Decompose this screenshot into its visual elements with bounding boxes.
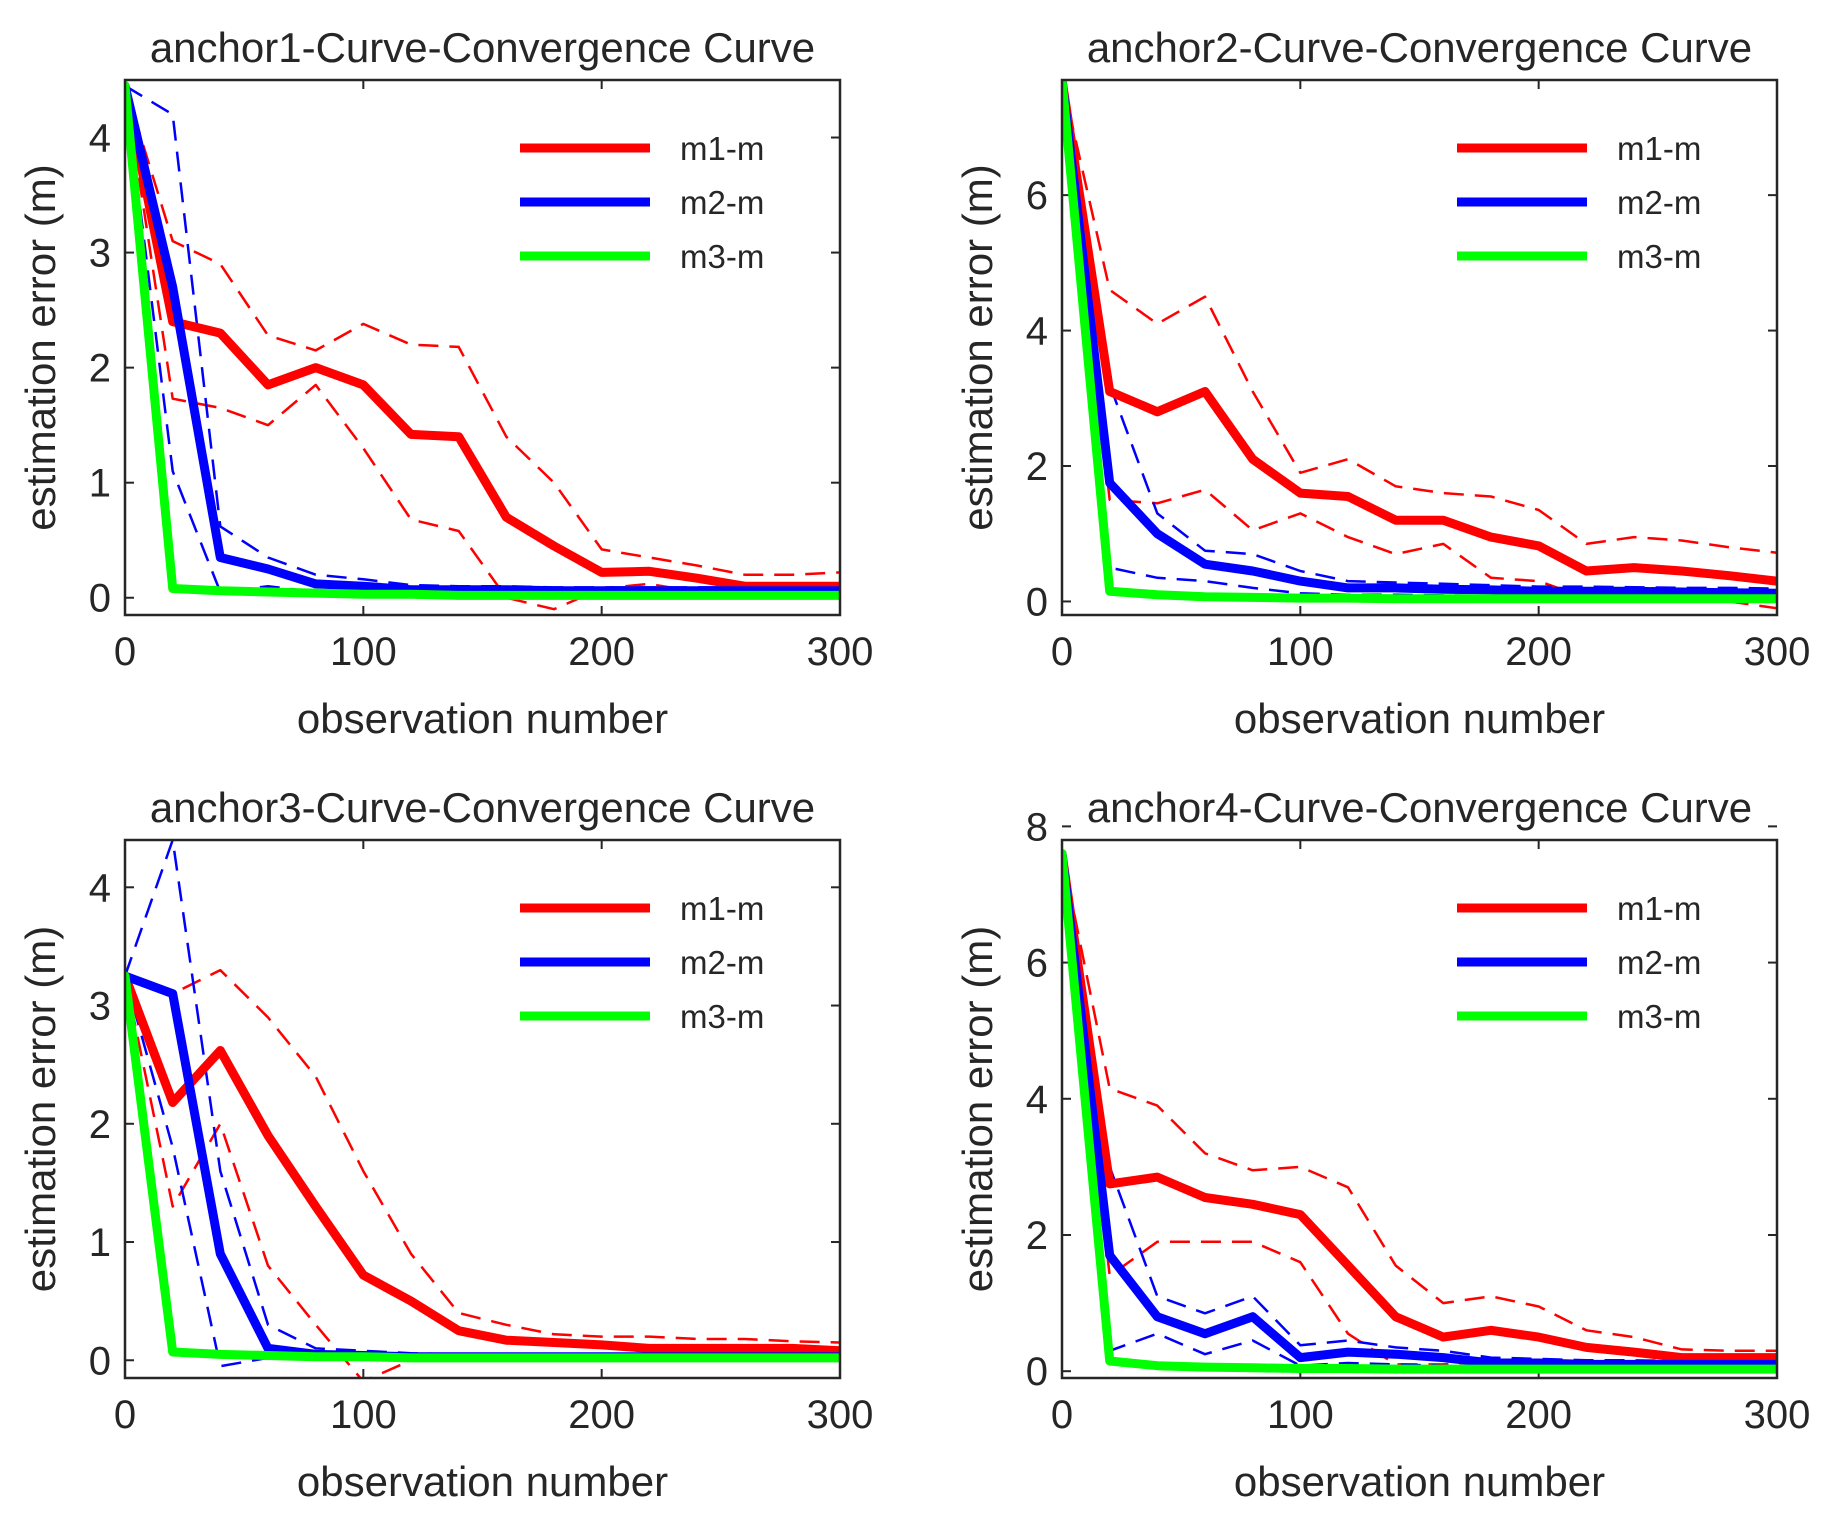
series-m2-m-line [1062,80,1777,598]
x-tick-label: 200 [568,630,635,674]
y-tick-label: 2 [89,347,111,391]
chart-title: anchor1-Curve-Convergence Curve [150,24,815,71]
y-tick-label: 1 [89,462,111,506]
y-tick-label: 2 [89,1103,111,1147]
chart-title: anchor4-Curve-Convergence Curve [1087,784,1752,831]
series-m1-m-upper-bound [1062,80,1777,554]
axes-frame [123,838,842,1380]
series-m1-m-line [1062,80,1777,586]
series-m2-m-upper-bound [1062,853,1777,1363]
y-tick-label: 4 [1026,310,1048,354]
axes-frame [1060,78,1779,617]
y-tick-label: 4 [89,866,111,910]
legend-label: m3-m [680,238,764,275]
y-axis-label: estimation error (m) [17,164,64,530]
x-tick-label: 100 [330,630,397,674]
plot-area [1062,80,1777,610]
y-tick-label: 2 [1026,1214,1048,1258]
series-m1-m-lower-bound [1062,80,1777,610]
legend: m1-m m2-m m3-m [520,890,764,1035]
series-m2-m-line [125,81,840,596]
y-tick-label: 3 [89,985,111,1029]
chart-panel-2: anchor2-Curve-Convergence Curve 0 100 200 30… [954,24,1810,742]
x-axis-label: observation number [297,1458,668,1505]
legend-label: m1-m [680,890,764,927]
x-tick-label: 100 [330,1393,397,1437]
series-m3-m-line [125,81,840,600]
y-tick-label: 6 [1026,942,1048,986]
y-axis-label: estimation error (m) [17,926,64,1292]
legend-label: m2-m [1617,184,1701,221]
y-tick-label: 2 [1026,445,1048,489]
legend: m1-m m2-m m3-m [1457,890,1701,1035]
series-m3-m-line [125,971,840,1363]
y-tick-label: 4 [1026,1078,1048,1122]
y-tick-label: 0 [89,1339,111,1383]
legend-label: m2-m [1617,944,1701,981]
chart-panel-4: anchor4-Curve-Convergence Curve 0 100 200 30… [954,784,1810,1505]
chart-title: anchor3-Curve-Convergence Curve [150,784,815,831]
x-tick-label: 300 [1744,1393,1811,1437]
x-tick-label: 0 [114,630,136,674]
series-m1-m-line [1062,849,1777,1363]
series-m1-m-upper-bound [125,968,840,1344]
y-tick-label: 0 [1026,580,1048,624]
y-tick-label: 6 [1026,174,1048,218]
x-tick-label: 100 [1267,1393,1334,1437]
legend-label: m2-m [680,184,764,221]
plot-area [125,840,840,1378]
series-m1-m-line [125,971,840,1356]
legend-label: m3-m [1617,998,1701,1035]
series-m2-m-line [1062,849,1777,1369]
legend-label: m1-m [680,130,764,167]
x-tick-label: 100 [1267,630,1334,674]
y-tick-label: 4 [89,117,111,161]
x-axis-label: observation number [1234,1458,1605,1505]
series-m3-m-line [1062,849,1777,1374]
legend: m1-m m2-m m3-m [1457,130,1701,275]
legend-label: m3-m [680,998,764,1035]
chart-title: anchor2-Curve-Convergence Curve [1087,24,1752,71]
y-tick-label: 8 [1026,805,1048,849]
x-tick-label: 0 [1051,1393,1073,1437]
x-axis-label: observation number [297,695,668,742]
series-m2-m-lower-bound [1062,853,1777,1370]
x-tick-label: 0 [114,1393,136,1437]
legend-label: m2-m [680,944,764,981]
x-tick-label: 300 [1744,630,1811,674]
series-m1-m-lower-bound [125,975,840,1378]
x-tick-label: 200 [568,1393,635,1437]
series-m1-m-line [125,81,840,591]
x-tick-label: 0 [1051,630,1073,674]
y-axis-label: estimation error (m) [954,164,1001,530]
legend-label: m3-m [1617,238,1701,275]
x-tick-label: 200 [1505,1393,1572,1437]
legend-label: m1-m [1617,130,1701,167]
y-tick-label: 1 [89,1221,111,1265]
y-tick-label: 0 [1026,1350,1048,1394]
series-m1-m-upper-bound [125,85,840,576]
x-tick-label: 200 [1505,630,1572,674]
y-tick-label: 3 [89,232,111,276]
series-m3-m-line [1062,80,1777,604]
axes-frame [123,78,842,617]
legend: m1-m m2-m m3-m [520,130,764,275]
series-m1-m-upper-bound [1062,853,1777,1353]
x-tick-label: 300 [807,630,874,674]
plot-area [1062,849,1777,1374]
series-m1-m-lower-bound [1062,853,1777,1370]
x-tick-label: 300 [807,1393,874,1437]
plot-area [125,81,840,611]
legend-label: m1-m [1617,890,1701,927]
y-axis-label: estimation error (m) [954,926,1001,1292]
axes-frame [1060,838,1779,1380]
y-tick-label: 0 [89,577,111,621]
x-axis-label: observation number [1234,695,1605,742]
